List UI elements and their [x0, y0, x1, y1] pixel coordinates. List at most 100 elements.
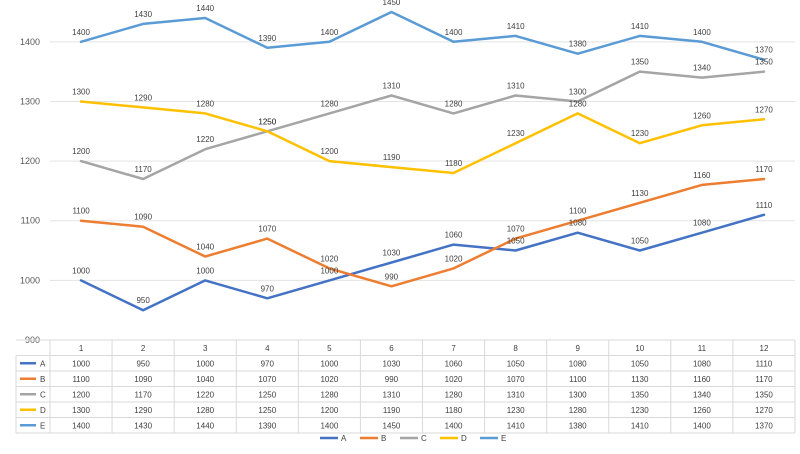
table-cell: 1200 — [72, 390, 90, 399]
table-cell: 1400 — [693, 421, 711, 430]
table-cell: 1030 — [383, 359, 401, 368]
legend-label: B — [381, 434, 386, 443]
data-label: 1100 — [569, 207, 587, 216]
table-cell: 970 — [261, 359, 275, 368]
table-cell: 1290 — [134, 406, 152, 415]
table-cell: 1250 — [258, 390, 276, 399]
legend: A B C D E — [320, 434, 506, 443]
table-cell: 1350 — [755, 390, 773, 399]
x-tick-label: 12 — [760, 344, 769, 353]
data-label: 1280 — [445, 99, 463, 108]
table-cell: 950 — [136, 359, 150, 368]
x-tick-label: 9 — [575, 344, 580, 353]
legend-label: E — [501, 434, 506, 443]
table-cell: 1080 — [569, 359, 587, 368]
table-cell: 1170 — [755, 375, 773, 384]
table-series-name: B — [40, 375, 45, 384]
data-label: 1350 — [755, 58, 773, 67]
table-cell: 1300 — [569, 390, 587, 399]
x-tick-label: 8 — [513, 344, 518, 353]
table-cell: 1270 — [755, 406, 773, 415]
data-label: 1400 — [320, 28, 338, 37]
table-cell: 1280 — [569, 406, 587, 415]
data-label: 1070 — [258, 225, 276, 234]
legend-label: C — [421, 434, 427, 443]
table-cell: 990 — [385, 375, 399, 384]
table-cell: 1260 — [693, 406, 711, 415]
table-cell: 1160 — [693, 375, 711, 384]
data-label: 1430 — [134, 10, 152, 19]
table-cell: 1000 — [72, 359, 90, 368]
table-cell: 1350 — [631, 390, 649, 399]
table-cell: 1040 — [196, 375, 214, 384]
data-label: 1350 — [631, 58, 649, 67]
x-tick-label: 2 — [141, 344, 146, 353]
table-cell: 1190 — [383, 406, 401, 415]
table-cell: 1230 — [507, 406, 525, 415]
gridlines — [50, 41, 795, 281]
table-series-name: D — [40, 406, 46, 415]
data-label: 1160 — [693, 171, 711, 180]
data-label: 1370 — [755, 46, 773, 55]
table-cell: 1400 — [320, 421, 338, 430]
table-cell: 1410 — [631, 421, 649, 430]
x-tick-label: 10 — [635, 344, 644, 353]
table-cell: 1080 — [693, 359, 711, 368]
table-series-name: C — [40, 390, 46, 399]
data-label: 1060 — [445, 231, 463, 240]
table-cell: 1020 — [445, 375, 463, 384]
data-label: 1180 — [445, 159, 463, 168]
x-tick-label: 4 — [265, 344, 270, 353]
data-label: 1270 — [755, 105, 773, 114]
data-label: 1200 — [72, 147, 90, 156]
data-label: 1400 — [693, 28, 711, 37]
data-label: 1190 — [383, 153, 401, 162]
series-line-C — [79, 70, 766, 181]
y-tick-label: 1400 — [20, 37, 40, 47]
data-label: 1220 — [196, 135, 214, 144]
data-label: 1280 — [196, 99, 214, 108]
table-cell: 1410 — [507, 421, 525, 430]
table-cell: 1310 — [507, 390, 525, 399]
series-line-E — [79, 10, 766, 61]
data-label: 1230 — [631, 129, 649, 138]
table-cell: 1170 — [135, 390, 153, 399]
data-label: 1340 — [693, 64, 711, 73]
table-cell: 1110 — [756, 359, 773, 368]
legend-label: D — [461, 434, 467, 443]
data-label: 1170 — [135, 165, 153, 174]
table-cell: 1000 — [320, 359, 338, 368]
data-label: 1280 — [569, 99, 587, 108]
data-label: 1170 — [755, 165, 773, 174]
data-label: 1410 — [507, 22, 525, 31]
data-label: 1300 — [569, 87, 587, 96]
table-cell: 1280 — [320, 390, 338, 399]
data-label: 1080 — [569, 219, 587, 228]
data-label: 1020 — [445, 254, 463, 263]
data-label: 1250 — [258, 117, 276, 126]
data-label: 1310 — [507, 81, 525, 90]
table-cell: 1220 — [196, 390, 214, 399]
data-label: 1050 — [507, 237, 525, 246]
y-tick-label: 1100 — [21, 216, 40, 226]
table-cell: 1440 — [196, 421, 214, 430]
x-tick-label: 3 — [203, 344, 208, 353]
table-cell: 1130 — [631, 375, 649, 384]
data-label: 1000 — [72, 266, 90, 275]
data-label: 1090 — [134, 213, 152, 222]
data-label: 1070 — [507, 225, 525, 234]
table-cell: 1050 — [631, 359, 649, 368]
table-series-name: E — [40, 421, 45, 430]
table-cell: 1280 — [196, 406, 214, 415]
table-cell: 1100 — [72, 375, 90, 384]
x-tick-label: 11 — [698, 344, 707, 353]
legend-label: A — [341, 434, 347, 443]
series-line-B — [79, 177, 766, 288]
table-cell: 1390 — [258, 421, 276, 430]
data-label: 1050 — [631, 237, 649, 246]
data-label: 1030 — [383, 248, 401, 257]
data-label: 1200 — [320, 147, 338, 156]
table-cell: 1100 — [569, 375, 587, 384]
x-tick-label: 6 — [389, 344, 394, 353]
